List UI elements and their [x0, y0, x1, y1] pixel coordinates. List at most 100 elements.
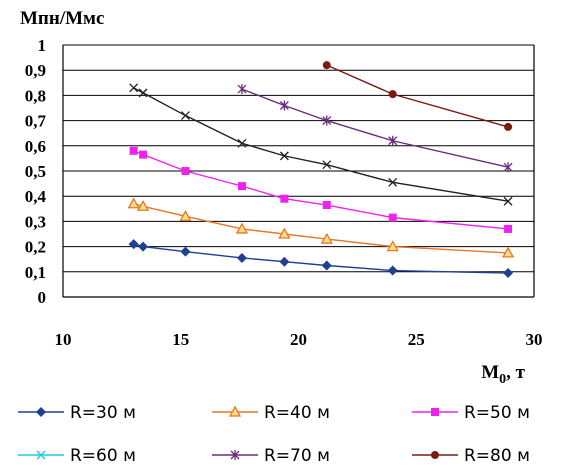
data-point: [431, 408, 439, 416]
data-point: [503, 162, 513, 173]
data-point: [138, 241, 149, 252]
data-point: [127, 197, 140, 209]
data-point: [503, 268, 514, 279]
y-tick-label: 0,5: [25, 162, 46, 181]
legend-item-6: R=80 м: [412, 446, 530, 466]
data-point: [501, 246, 515, 258]
data-point: [128, 239, 139, 250]
legend-label: R=50 м: [464, 403, 530, 423]
legend-item-1: R=30 м: [18, 403, 136, 423]
legend-item-5: R=70 м: [212, 446, 330, 466]
data-point: [237, 182, 246, 191]
x-tick-label: 20: [290, 330, 307, 349]
series-1: [128, 239, 514, 279]
data-point: [139, 150, 148, 159]
legend-label: R=40 м: [264, 403, 330, 423]
data-point-stroke: [279, 151, 289, 161]
x-axis-label: M0, т: [481, 362, 525, 387]
data-point: [278, 227, 291, 239]
y-tick-label: 0,9: [25, 61, 46, 80]
series-line: [133, 150, 509, 230]
legend-item-4: R=60 м: [18, 446, 136, 466]
data-point: [138, 88, 148, 98]
series-4: [129, 83, 513, 206]
data-point: [388, 213, 397, 222]
legend: R=30 м R=40 м R=50 м R=60 м R=70 м R=80 м: [18, 403, 530, 466]
data-point: [136, 199, 150, 211]
axes: [62, 45, 535, 298]
data-point: [235, 222, 249, 234]
series-3: [129, 146, 513, 233]
data-point: [504, 224, 513, 233]
data-point: [279, 100, 289, 111]
data-point-stroke: [181, 111, 190, 121]
data-point: [322, 115, 332, 126]
data-point: [322, 160, 332, 170]
data-point: [321, 260, 332, 271]
data-point: [431, 451, 439, 459]
data-point: [320, 232, 333, 244]
y-tick-label: 0,8: [25, 86, 46, 105]
x-tick-label: 30: [526, 330, 543, 349]
series-2: [127, 197, 515, 258]
data-point: [36, 450, 46, 460]
y-tick-label: 0,4: [25, 187, 47, 206]
data-point: [388, 90, 397, 99]
series-line: [133, 243, 509, 274]
legend-label: R=80 м: [464, 446, 530, 466]
y-tick-label: 1: [38, 36, 47, 55]
y-tick-label: 0,3: [25, 212, 46, 231]
data-point-stroke: [129, 83, 139, 93]
data-point: [179, 210, 192, 222]
data-point: [237, 84, 247, 95]
y-tick-label: 0,1: [25, 263, 46, 282]
series-layer: [127, 61, 515, 279]
data-point: [237, 138, 247, 148]
y-axis-label: Мпн/Ммс: [20, 8, 104, 29]
y-tick-label: 0,7: [25, 112, 47, 131]
x-tick-label: 25: [408, 330, 425, 349]
data-point: [386, 240, 399, 252]
data-point: [279, 256, 290, 267]
x-tick-label: 15: [172, 330, 189, 349]
data-point: [228, 405, 242, 417]
data-point: [322, 61, 331, 70]
data-point-stroke: [322, 160, 332, 170]
data-point-stroke: [36, 450, 46, 460]
y-tick-label: 0,2: [25, 238, 46, 257]
series-line: [326, 64, 509, 128]
data-point: [280, 194, 289, 203]
data-point: [388, 135, 398, 146]
data-point: [36, 407, 46, 417]
data-point: [236, 252, 247, 263]
ticks: 0 0,1 0,2 0,3 0,4 0,5 0,6 0,7 0,8 0,9 1 10 15 20 25 30: [25, 36, 543, 349]
x-axis-label-sub: 0: [499, 372, 506, 387]
x-axis-label-main: M: [481, 362, 499, 383]
data-point: [387, 265, 398, 276]
data-point: [504, 122, 513, 131]
x-tick-label: 10: [55, 330, 72, 349]
series-line: [133, 203, 509, 254]
data-point-stroke: [237, 138, 247, 148]
x-axis-label-unit: , т: [506, 362, 526, 383]
data-point: [279, 151, 289, 161]
series-6: [322, 61, 513, 131]
y-tick-label: 0,6: [25, 137, 46, 156]
data-point: [230, 450, 240, 460]
y-tick-label: 0: [38, 288, 47, 307]
series-5: [237, 84, 513, 173]
data-point: [180, 246, 191, 257]
legend-item-3: R=50 м: [412, 403, 530, 423]
legend-label: R=60 м: [70, 446, 136, 466]
data-point: [503, 196, 513, 206]
data-point: [181, 167, 190, 175]
data-point: [129, 83, 139, 93]
legend-label: R=70 м: [264, 446, 330, 466]
series-line: [133, 87, 509, 202]
legend-item-2: R=40 м: [212, 403, 330, 423]
data-point: [388, 177, 398, 187]
data-point: [129, 146, 138, 155]
data-point-stroke: [503, 196, 513, 206]
legend-label: R=30 м: [70, 403, 136, 423]
